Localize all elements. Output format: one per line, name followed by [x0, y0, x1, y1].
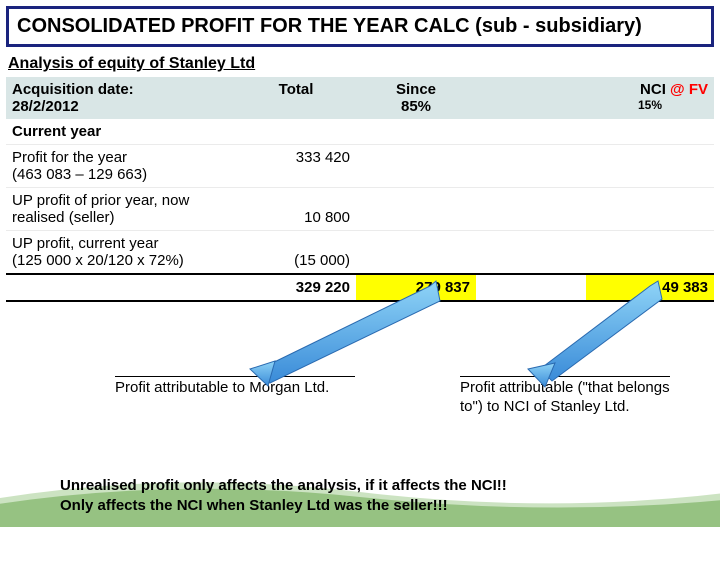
sum-since: 279 837 [356, 274, 476, 301]
profit-year-l2: (463 083 – 129 663) [12, 166, 147, 183]
sum-total: 329 220 [236, 274, 356, 301]
up-curr-total: (15 000) [236, 231, 356, 275]
nci-pct: 15% [592, 98, 708, 112]
acq-date-label: Acquisition date: [12, 81, 134, 98]
nci-label: NCI [640, 81, 670, 98]
equity-analysis-table: Acquisition date: 28/2/2012 Total Since … [6, 77, 714, 302]
section-title: Analysis of equity of Stanley Ltd [8, 55, 712, 73]
row-up-prior: UP profit of prior year, now realised (s… [6, 188, 714, 231]
profit-year-desc: Profit for the year (463 083 – 129 663) [6, 145, 236, 188]
header-since: Since 85% [356, 77, 476, 119]
annotation-morgan: Profit attributable to Morgan Ltd. [115, 376, 355, 398]
row-current-year: Current year [6, 119, 714, 145]
up-curr-desc: UP profit, current year (125 000 x 20/12… [6, 231, 236, 275]
row-profit-year: Profit for the year (463 083 – 129 663) … [6, 145, 714, 188]
up-curr-l2: (125 000 x 20/120 x 72%) [12, 252, 184, 269]
acq-date-value: 28/2/2012 [12, 98, 79, 115]
since-pct: 85% [401, 98, 431, 115]
profit-year-l1: Profit for the year [12, 149, 127, 166]
nci-at-fv: @ FV [670, 81, 708, 98]
up-prior-l1: UP profit of prior year, now [12, 192, 189, 209]
up-prior-desc: UP profit of prior year, now realised (s… [6, 188, 236, 231]
page-title: CONSOLIDATED PROFIT FOR THE YEAR CALC (s… [6, 6, 714, 47]
since-label: Since [396, 81, 436, 98]
row-up-current: UP profit, current year (125 000 x 20/12… [6, 231, 714, 275]
up-curr-l1: UP profit, current year [12, 235, 158, 252]
header-nci: NCI @ FV 15% [586, 77, 714, 119]
up-prior-l2: realised (seller) [12, 209, 115, 226]
header-total: Total [236, 77, 356, 119]
sum-nci: 49 383 [586, 274, 714, 301]
footer-note: Unrealised profit only affects the analy… [60, 476, 660, 517]
footer-line2: Only affects the NCI when Stanley Ltd wa… [60, 497, 448, 514]
current-year-label: Current year [6, 119, 236, 145]
header-acq-date: Acquisition date: 28/2/2012 [6, 77, 236, 119]
up-prior-total: 10 800 [236, 188, 356, 231]
row-totals: 329 220 279 837 49 383 [6, 274, 714, 301]
annotation-nci: Profit attributable ("that belongs to") … [460, 376, 670, 417]
profit-year-total: 333 420 [236, 145, 356, 188]
footer-line1: Unrealised profit only affects the analy… [60, 477, 507, 494]
header-gap [476, 77, 586, 119]
table-header-row: Acquisition date: 28/2/2012 Total Since … [6, 77, 714, 119]
